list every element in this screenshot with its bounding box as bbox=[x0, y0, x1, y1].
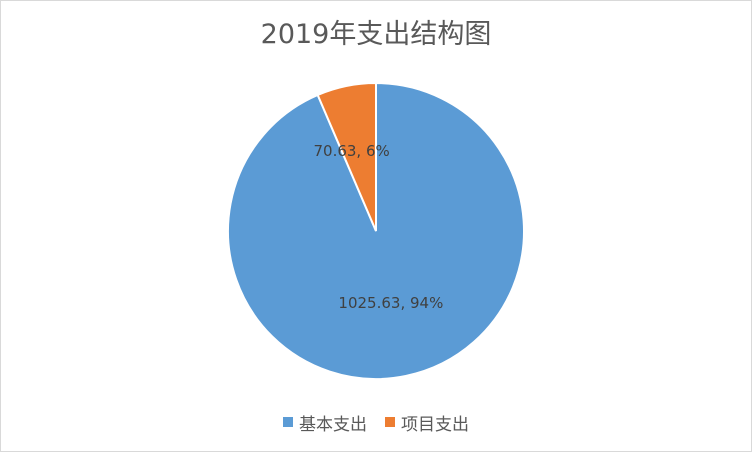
legend-label-basic-expenditure: 基本支出 bbox=[299, 414, 367, 435]
legend-swatch-basic-expenditure bbox=[283, 417, 293, 427]
data-label-project-expenditure: 70.63, 6% bbox=[313, 142, 389, 160]
data-label-basic-expenditure: 1025.63, 94% bbox=[338, 294, 443, 312]
pie-slice-project-expenditure bbox=[316, 81, 377, 232]
legend-label-project-expenditure: 项目支出 bbox=[401, 414, 469, 435]
legend-item-project-expenditure: 项目支出 bbox=[385, 410, 469, 435]
legend-swatch-project-expenditure bbox=[385, 417, 395, 427]
legend-item-basic-expenditure: 基本支出 bbox=[283, 410, 367, 435]
legend: 基本支出 项目支出 bbox=[1, 407, 751, 437]
chart-title: 2019年支出结构图 bbox=[260, 19, 492, 50]
